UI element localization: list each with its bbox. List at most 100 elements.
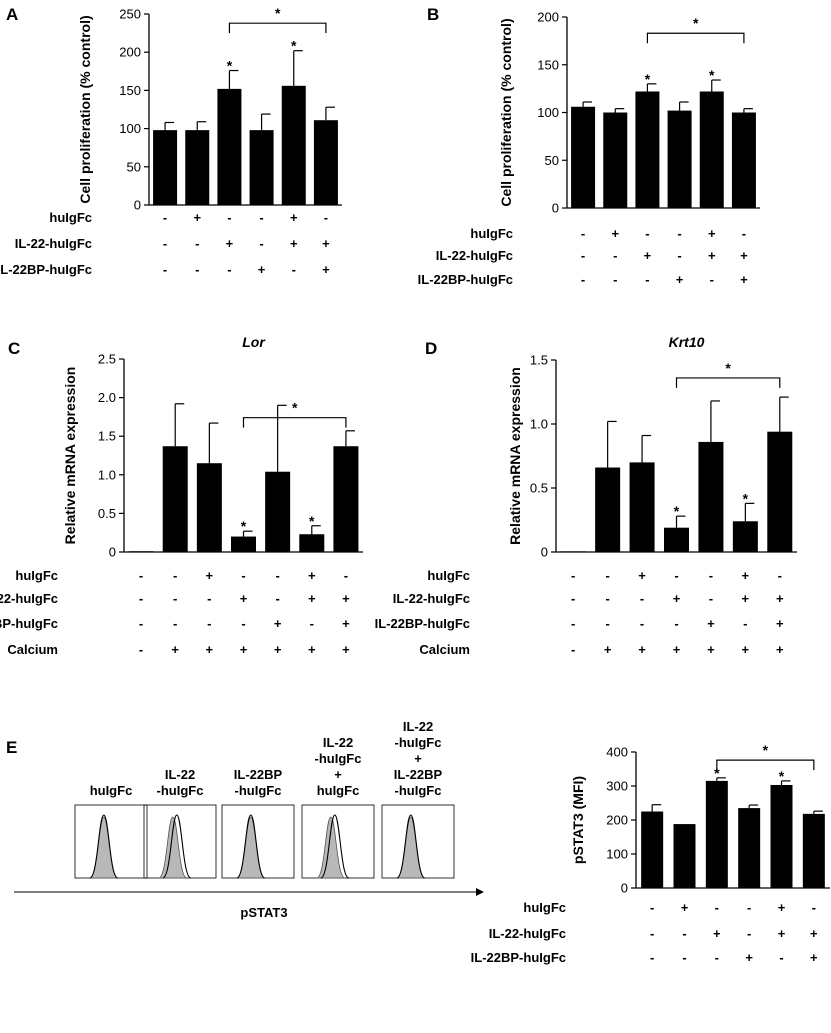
bar xyxy=(664,527,689,552)
y-tick-label: 150 xyxy=(119,83,141,98)
bar xyxy=(231,536,256,552)
panel-a-chart: A 0 50 100 150 200 250 Cell proliferation (% co… xyxy=(0,5,342,277)
y-axis-label: Cell proliferation (% control) xyxy=(498,18,514,206)
treatment-sign: - xyxy=(571,642,575,657)
histogram-label: huIgFc xyxy=(90,783,133,798)
bar xyxy=(770,784,793,888)
treatment-sign: + xyxy=(258,262,266,277)
treatment-sign: - xyxy=(605,568,609,583)
significance-bracket xyxy=(646,32,745,44)
bar xyxy=(667,110,692,208)
y-tick-label: 0.5 xyxy=(530,481,548,496)
y-axis-label: pSTAT3 (MFI) xyxy=(570,776,586,864)
treatment-sign: - xyxy=(275,591,279,606)
treatment-sign: + xyxy=(193,210,201,225)
pstat3-peak xyxy=(89,814,119,879)
y-tick-label: 100 xyxy=(537,105,559,120)
panel-letter: E xyxy=(6,738,17,757)
treatment-sign: + xyxy=(681,900,689,915)
treatment-sign: + xyxy=(673,591,681,606)
panel-b-chart: B 0 50 100 150 200 Cell proliferation (% contr… xyxy=(418,5,760,287)
histogram-label: IL-22 xyxy=(165,767,195,782)
treatment-sign: + xyxy=(290,236,298,251)
bar xyxy=(635,91,660,208)
histogram-label: + xyxy=(334,767,342,782)
treatment-row-label: huIgFc xyxy=(15,568,58,583)
bar xyxy=(603,112,628,208)
treatment-sign: - xyxy=(682,926,686,941)
y-tick-label: 250 xyxy=(119,7,141,22)
treatment-sign: + xyxy=(707,616,715,631)
histogram-label: huIgFc xyxy=(317,783,360,798)
treatment-sign: + xyxy=(810,950,818,965)
treatment-sign: + xyxy=(713,926,721,941)
significance-star: * xyxy=(714,765,720,781)
treatment-row-label: huIgFc xyxy=(470,226,513,241)
treatment-sign: - xyxy=(605,616,609,631)
y-tick-label: 0 xyxy=(134,198,141,213)
treatment-sign: + xyxy=(290,210,298,225)
treatment-sign: - xyxy=(571,616,575,631)
significance-star: * xyxy=(291,38,297,54)
panel-letter: B xyxy=(427,5,439,24)
treatment-sign: - xyxy=(812,900,816,915)
bracket-star: * xyxy=(725,360,731,376)
treatment-sign: + xyxy=(611,226,619,241)
pstat3-peak xyxy=(396,814,426,879)
significance-star: * xyxy=(241,518,247,534)
treatment-sign: - xyxy=(747,900,751,915)
y-tick-label: 0 xyxy=(109,545,116,560)
y-tick-label: 0 xyxy=(552,201,559,216)
y-tick-label: 0 xyxy=(541,545,548,560)
treatment-sign: - xyxy=(710,272,714,287)
significance-star: * xyxy=(309,513,315,529)
bar xyxy=(313,120,338,205)
histogram-label: IL-22BP xyxy=(394,767,443,782)
bar xyxy=(217,88,242,205)
treatment-row-label: IL-22BP-huIgFc xyxy=(471,950,566,965)
treatment-sign: + xyxy=(322,262,330,277)
bar xyxy=(673,824,696,888)
bar xyxy=(185,130,210,205)
treatment-sign: - xyxy=(259,210,263,225)
treatment-sign: - xyxy=(241,568,245,583)
treatment-row-label: IL-22-huIgFc xyxy=(489,926,566,941)
bar xyxy=(731,112,756,208)
bar xyxy=(281,85,306,205)
treatment-sign: + xyxy=(604,642,612,657)
treatment-row-label: IL-22-huIgFc xyxy=(436,248,513,263)
treatment-sign: - xyxy=(227,210,231,225)
bracket-star: * xyxy=(292,400,298,416)
treatment-sign: - xyxy=(581,226,585,241)
treatment-sign: + xyxy=(240,642,248,657)
histogram-label: -huIgFc xyxy=(395,735,442,750)
pstat3-peak xyxy=(320,814,350,879)
y-tick-label: 1.0 xyxy=(530,417,548,432)
treatment-sign: - xyxy=(207,616,211,631)
bar xyxy=(249,130,274,205)
bar xyxy=(767,431,793,552)
y-tick-label: 2.5 xyxy=(98,352,116,367)
significance-bracket xyxy=(228,22,327,34)
treatment-row-label: IL-22BP-huIgFc xyxy=(0,616,58,631)
treatment-sign: + xyxy=(240,591,248,606)
bar xyxy=(265,471,291,552)
treatment-sign: + xyxy=(308,642,316,657)
treatment-sign: + xyxy=(708,226,716,241)
y-axis-label: Relative mRNA expression xyxy=(507,367,523,545)
panel-e-flow-histograms: EhuIgFcIL-22-huIgFcIL-22BP-huIgFcIL-22-h… xyxy=(6,719,484,920)
treatment-row-label: IL-22-huIgFc xyxy=(15,236,92,251)
treatment-sign: + xyxy=(810,926,818,941)
y-tick-label: 300 xyxy=(606,779,628,794)
panel-c-chart: C 0 0.5 1.0 1.5 2.0 2.5 Relative mRNA expressio… xyxy=(0,334,363,657)
treatment-sign: - xyxy=(310,616,314,631)
histogram-label: IL-22 xyxy=(323,735,353,750)
treatment-sign: + xyxy=(171,642,179,657)
treatment-row-label: IL-22-huIgFc xyxy=(0,591,58,606)
treatment-sign: + xyxy=(206,568,214,583)
treatment-sign: - xyxy=(344,568,348,583)
treatment-sign: - xyxy=(677,226,681,241)
treatment-sign: + xyxy=(274,616,282,631)
panel-e-chart: 0 100 200 300 400 pSTAT3 (MFI) * * * huIgFc - + - - + -… xyxy=(471,742,830,965)
bar xyxy=(699,91,724,208)
